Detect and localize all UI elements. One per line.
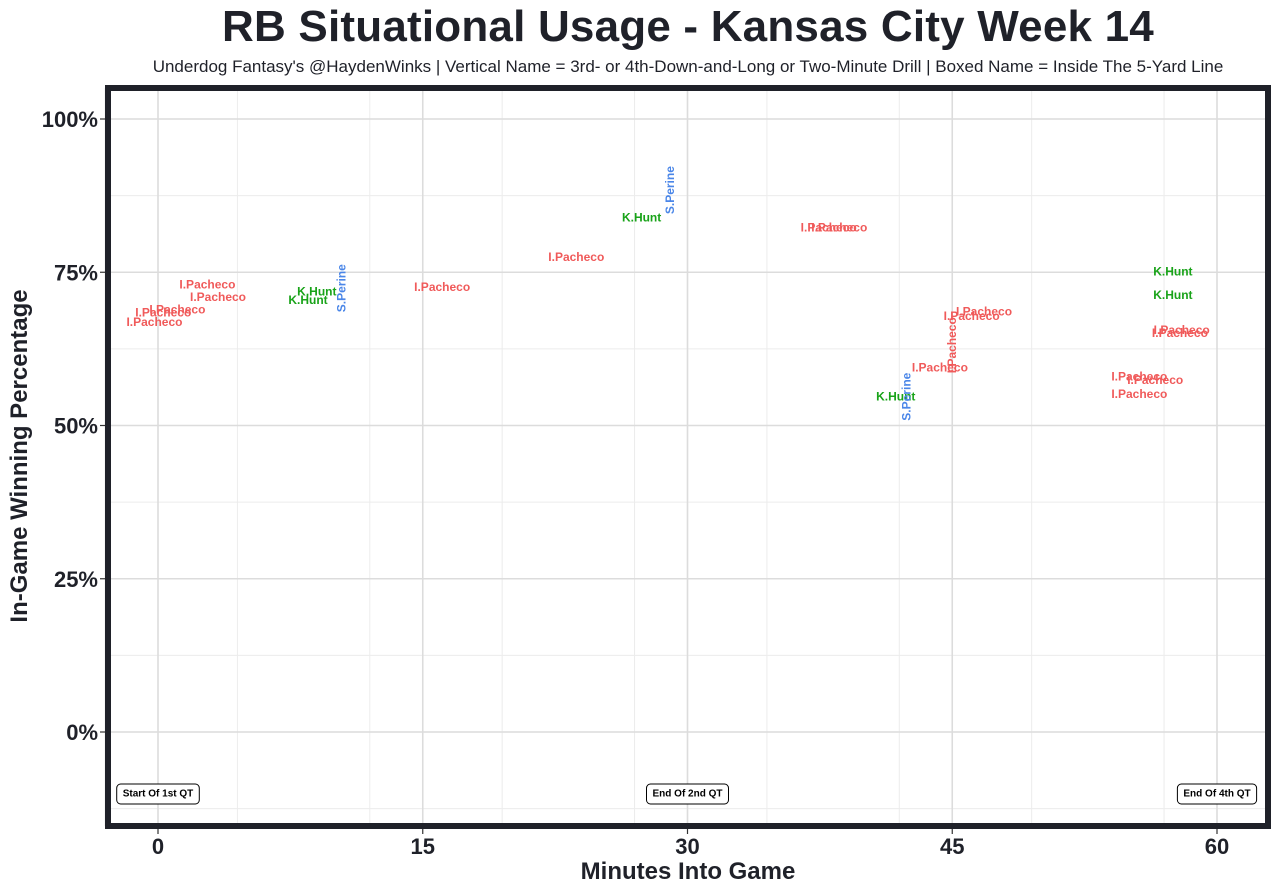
y-tick-label: 25%: [54, 567, 98, 592]
data-point-label: S.Perine: [899, 372, 913, 420]
x-tick-label: 30: [675, 834, 699, 859]
data-point-label: I.Pacheco: [414, 280, 470, 294]
y-tick-label: 50%: [54, 414, 98, 439]
data-point-label: I.Pacheco: [811, 221, 867, 235]
quarter-marker-label: Start Of 1st QT: [123, 789, 194, 800]
data-point-label: I.Pacheco: [1152, 326, 1208, 340]
plot-border: [105, 85, 1271, 829]
data-point-label: I.Pacheco: [1111, 387, 1167, 401]
quarter-marker-box: [1176, 783, 1258, 805]
data-point-label: K.Hunt: [288, 293, 327, 307]
data-point-label: I.Pacheco: [1111, 369, 1167, 383]
data-point-label: I.Pacheco: [1154, 323, 1210, 337]
data-point-label: I.Pacheco: [956, 304, 1012, 318]
data-point-label: S.Perine: [335, 264, 349, 312]
data-point-label: I.Pacheco: [912, 360, 968, 374]
chart-subtitle: Underdog Fantasy's @HaydenWinks | Vertic…: [152, 57, 1224, 76]
data-point-label: K.Hunt: [1153, 265, 1192, 279]
data-point-label: I.Pacheco: [190, 290, 246, 304]
data-point-label: K.Hunt: [297, 284, 336, 298]
data-point-label: I.Pacheco: [548, 250, 604, 264]
chart-title: RB Situational Usage - Kansas City Week …: [222, 2, 1154, 51]
y-tick-label: 75%: [54, 260, 98, 285]
data-point-label: I.Pacheco: [944, 309, 1000, 323]
x-tick-label: 45: [940, 834, 964, 859]
y-tick-label: 100%: [42, 107, 98, 132]
data-point-label: I.Pacheco: [801, 221, 857, 235]
quarter-marker-box: [116, 783, 200, 805]
quarter-marker-label: End Of 2nd QT: [653, 789, 723, 800]
data-point-label: K.Hunt: [622, 211, 661, 225]
data-point-label: K.Hunt: [1153, 288, 1192, 302]
data-point-label: I.Pacheco: [149, 303, 205, 317]
data-point-label: I.Pacheco: [945, 317, 959, 373]
data-point-label: I.Pacheco: [179, 278, 235, 292]
data-point-label: I.Pacheco: [1127, 373, 1183, 387]
y-tick-label: 0%: [66, 720, 98, 745]
x-tick-label: 15: [411, 834, 435, 859]
quarter-marker-box: [646, 783, 729, 805]
x-axis-label: Minutes Into Game: [580, 858, 796, 885]
x-tick-label: 0: [152, 834, 164, 859]
data-point-label: K.Hunt: [876, 390, 915, 404]
data-point-label: I.Pacheco: [126, 315, 182, 329]
data-point-label: S.Perine: [663, 166, 677, 214]
data-point-label: I.Pacheco: [135, 306, 191, 320]
quarter-marker-label: End Of 4th QT: [1183, 789, 1250, 800]
x-tick-label: 60: [1205, 834, 1229, 859]
